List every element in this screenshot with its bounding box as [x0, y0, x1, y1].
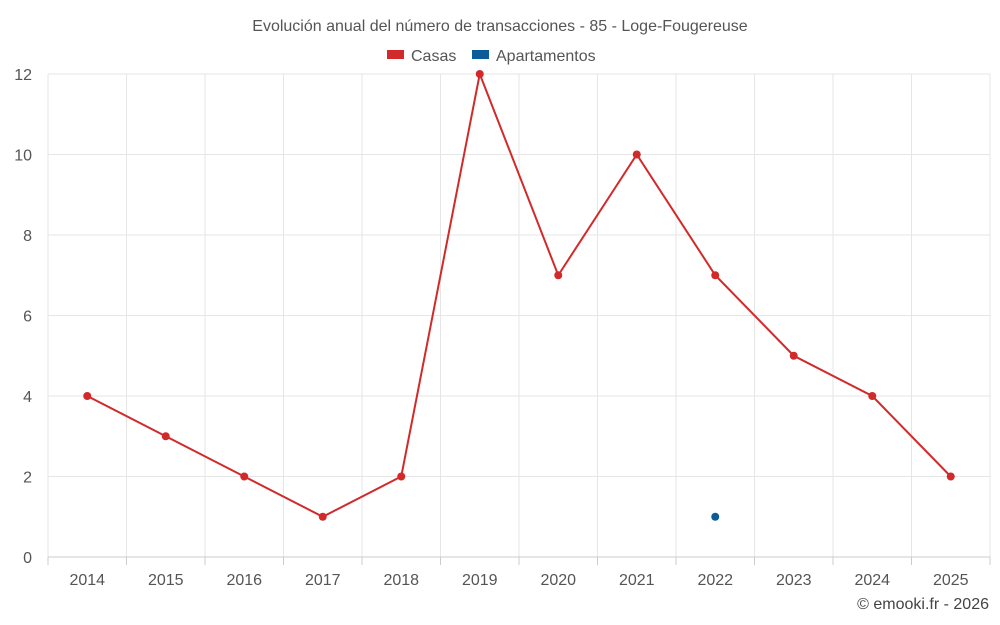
y-tick-label: 0 [23, 550, 32, 567]
x-tick-label: 2014 [69, 572, 105, 589]
legend-label-apartamentos: Apartamentos [496, 48, 596, 65]
x-tick-label: 2022 [697, 572, 733, 589]
x-tick-label: 2016 [226, 572, 262, 589]
legend-item-casas[interactable]: Casas [387, 48, 456, 65]
data-point-casas-2019 [475, 70, 484, 78]
x-tick-label: 2019 [462, 572, 498, 589]
x-tick-label: 2023 [776, 572, 812, 589]
y-tick-label: 2 [23, 470, 32, 487]
credit-text: © emooki.fr - 2026 [857, 596, 989, 613]
x-axis-labels: 2014 2015 2016 2017 2018 2019 2020 2021 2022 2023… [69, 572, 968, 589]
chart-title: Evolución anual del número de transaccio… [252, 18, 748, 35]
data-point-casas-2020 [554, 271, 563, 280]
y-tick-label: 12 [14, 67, 32, 84]
data-point-casas-2014 [83, 392, 92, 400]
x-tick-label: 2020 [540, 572, 576, 589]
y-tick-label: 4 [23, 389, 32, 406]
legend: Casas Apartamentos [387, 48, 596, 65]
data-point-apartamentos-2022 [711, 512, 720, 521]
data-point-casas-2018 [397, 472, 406, 481]
series-apartamentos [711, 512, 720, 521]
series-line-casas [86, 70, 952, 518]
data-point-casas-2015 [161, 432, 170, 441]
legend-swatch-apartamentos [472, 50, 489, 59]
data-point-casas-2017 [318, 512, 327, 521]
y-tick-label: 10 [14, 148, 32, 165]
legend-label-casas: Casas [411, 48, 456, 65]
legend-item-apartamentos[interactable]: Apartamentos [472, 48, 596, 65]
data-point-casas-2025 [946, 472, 955, 481]
data-point-casas-2022 [711, 271, 720, 280]
data-point-casas-2021 [632, 150, 641, 159]
data-point-casas-2024 [868, 392, 877, 400]
y-tick-label: 6 [23, 309, 32, 326]
x-tick-label: 2017 [305, 572, 341, 589]
series-casas [83, 70, 955, 521]
x-tick-label: 2018 [383, 572, 419, 589]
axes [47, 556, 991, 565]
y-axis-labels: 0 2 4 6 8 10 12 [14, 67, 32, 567]
legend-swatch-casas [387, 50, 404, 59]
x-tick-label: 2024 [854, 572, 890, 589]
y-tick-label: 8 [23, 228, 32, 245]
series-layer [83, 70, 955, 521]
data-point-casas-2016 [240, 472, 249, 481]
data-point-casas-2023 [789, 351, 798, 360]
x-tick-label: 2021 [619, 572, 655, 589]
x-tick-label: 2025 [933, 572, 969, 589]
x-tick-label: 2015 [148, 572, 184, 589]
